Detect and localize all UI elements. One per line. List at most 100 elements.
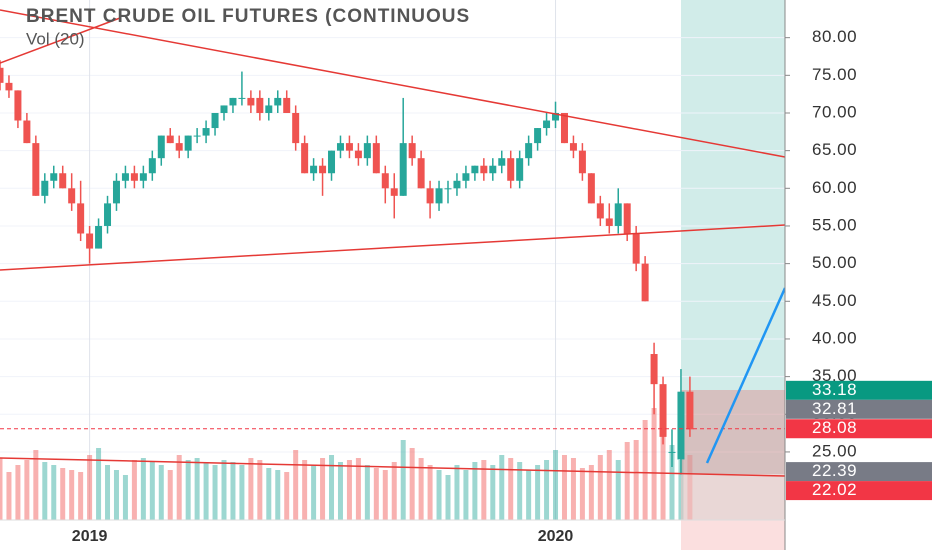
trend-line — [0, 9, 785, 158]
candle-body — [283, 97, 291, 113]
volume-bar — [373, 468, 379, 520]
volume-bar — [6, 472, 12, 520]
x-tick-label: 2020 — [538, 528, 574, 545]
candle-body — [516, 158, 524, 181]
volume-bar — [239, 465, 245, 520]
candle-body — [274, 97, 282, 106]
candle-body — [543, 120, 551, 129]
price-tag-label: 22.39 — [812, 461, 857, 480]
candle-body — [677, 391, 685, 460]
candle-body — [23, 120, 31, 144]
candle-body — [166, 135, 174, 144]
volume-bar — [526, 470, 532, 520]
candle-body — [578, 150, 586, 174]
candle-body — [587, 173, 595, 204]
volume-bar — [131, 460, 137, 520]
candle-body — [211, 112, 219, 129]
candle-body — [354, 150, 362, 159]
candle-body — [265, 105, 273, 113]
volume-bar — [355, 458, 361, 520]
volume-bar — [122, 475, 128, 520]
volume-bar — [149, 462, 155, 520]
candle-body — [50, 173, 58, 181]
volume-bar — [463, 470, 469, 520]
volume-bar — [24, 460, 30, 520]
candle-body — [247, 97, 255, 106]
volume-bar — [472, 462, 478, 520]
candle-body — [130, 173, 138, 181]
volume-bar — [329, 455, 335, 520]
candle-body — [560, 112, 568, 144]
candle-body — [77, 203, 85, 234]
candle-body — [121, 173, 129, 181]
price-tag-label: 32.81 — [812, 399, 857, 418]
candle-body — [489, 165, 497, 174]
volume-bar — [544, 460, 550, 520]
price-tag — [786, 399, 932, 419]
volume-bar — [678, 460, 684, 520]
position-box-lower — [681, 474, 785, 550]
volume-bar — [311, 465, 317, 520]
volume-bar — [561, 455, 567, 520]
candle-body — [381, 173, 389, 189]
volume-bar — [606, 450, 612, 520]
candle-body — [86, 233, 94, 249]
candle-body — [444, 188, 452, 190]
y-tick-label: 40.00 — [812, 328, 857, 347]
candle-body — [525, 143, 533, 159]
candle-body — [534, 128, 542, 144]
y-tick-label: 25.00 — [812, 441, 857, 460]
y-tick-label: 60.00 — [812, 178, 857, 197]
candle-body — [453, 180, 461, 189]
volume-bar — [553, 450, 559, 520]
candle-body — [471, 165, 479, 174]
volume-bar — [302, 460, 308, 520]
volume-bar — [87, 455, 93, 520]
volume-bar — [597, 455, 603, 520]
candle-body — [614, 203, 622, 226]
candle-body — [668, 451, 676, 453]
volume-bar — [15, 465, 21, 520]
candle-body — [435, 188, 443, 204]
price-tag-label: 22.02 — [812, 480, 857, 499]
trend-line — [0, 457, 785, 477]
volume-bar — [275, 470, 281, 520]
candle-body — [632, 233, 640, 264]
volume-bar — [642, 420, 648, 520]
volume-bar — [490, 465, 496, 520]
candle-body — [605, 218, 613, 226]
volume-bar — [42, 462, 48, 520]
candle-body — [650, 354, 658, 385]
volume-bar — [400, 440, 406, 520]
volume-bar — [158, 465, 164, 520]
volume-bar — [140, 458, 146, 520]
candle-body — [498, 158, 506, 166]
volume-bar — [615, 460, 621, 520]
volume-bar — [320, 458, 326, 520]
candle-body — [202, 128, 210, 136]
volume-bar — [293, 450, 299, 520]
candle-body — [623, 203, 631, 234]
volume-bar — [669, 445, 675, 520]
candle-body — [372, 143, 380, 174]
candle-body — [5, 82, 13, 91]
y-tick-label: 70.00 — [812, 102, 857, 121]
candle-body — [480, 165, 488, 174]
x-tick-label: 2019 — [72, 528, 108, 545]
volume-bar — [391, 462, 397, 520]
candle-body — [157, 135, 165, 159]
volume-label: Vol (20) — [26, 29, 85, 48]
projection-line — [705, 287, 785, 464]
trend-line — [0, 17, 121, 64]
volume-bar — [454, 465, 460, 520]
candle-body — [319, 165, 327, 174]
volume-bar — [588, 465, 594, 520]
y-tick-label: 80.00 — [812, 27, 857, 46]
candle-body — [175, 143, 183, 151]
volume-bar — [60, 468, 66, 520]
trend-line — [0, 224, 785, 271]
candle-body — [59, 173, 67, 189]
volume-bar — [266, 468, 272, 520]
candle-body — [95, 225, 103, 249]
trend-lines — [0, 9, 785, 477]
